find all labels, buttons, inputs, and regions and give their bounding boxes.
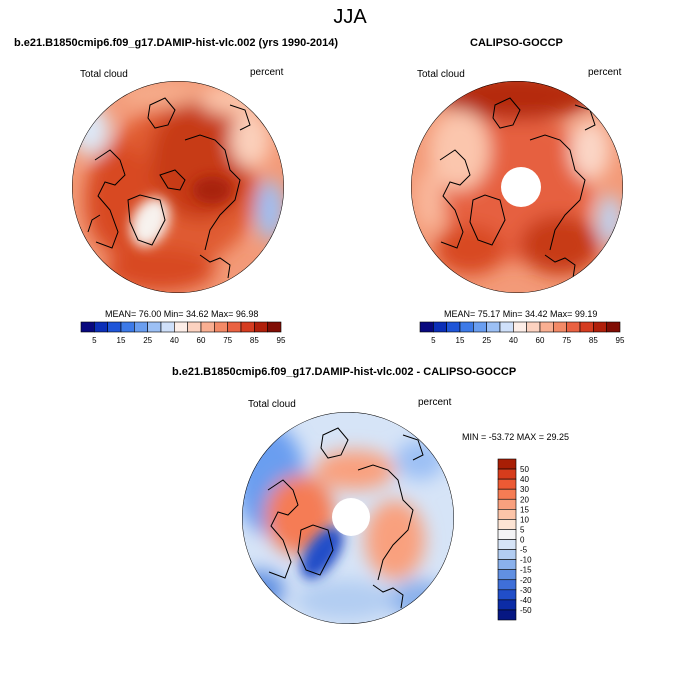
panel3-title: b.e21.B1850cmip6.f09_g17.DAMIP-hist-vlc.… [172, 366, 517, 378]
panel3-colorbar-tick-label: 20 [520, 495, 529, 504]
panel1-map [72, 81, 284, 293]
panel3-colorbar-tick-label: -20 [520, 576, 532, 585]
panel2-stats: MEAN= 75.17 Min= 34.42 Max= 99.19 [444, 309, 598, 319]
panel3-colorbar-swatch [497, 589, 517, 601]
panel3-colorbar-swatch [497, 579, 517, 591]
panel3-units-label: percent [418, 397, 452, 408]
panel3-colorbar-swatch [497, 468, 517, 480]
panel3-colorbar-tick-label: -10 [520, 556, 532, 565]
panel3-colorbar-swatch [497, 539, 517, 550]
panel2-colorbar-tick-label: 95 [616, 336, 625, 345]
panel1-colorbar-tick-label: 40 [170, 336, 179, 345]
panel2-colorbar-swatch [473, 321, 487, 333]
panel1-colorbar-swatch [174, 321, 188, 333]
panel2-colorbar-swatch [446, 321, 461, 333]
panel2-colorbar-tick-label: 60 [536, 336, 545, 345]
panel1-colorbar-tick-label: 60 [197, 336, 206, 345]
panel2-colorbar-tick-label: 85 [589, 336, 598, 345]
panel2-colorbar-swatch [433, 321, 447, 333]
panel1-title: b.e21.B1850cmip6.f09_g17.DAMIP-hist-vlc.… [14, 37, 339, 49]
panel3-stats: MIN = -53.72 MAX = 29.25 [462, 432, 570, 442]
panel2-colorbar-swatch [579, 321, 594, 333]
panel3-colorbar-tick-label: -5 [520, 546, 528, 555]
panel3-colorbar-tick-label: -30 [520, 586, 532, 595]
panel1-colorbar-swatch [134, 321, 148, 333]
panel3-map [242, 412, 454, 624]
panel2-colorbar-tick-label: 15 [456, 336, 465, 345]
panel3-colorbar-tick-label: 30 [520, 485, 529, 494]
panel3-variable-label: Total cloud [248, 399, 296, 410]
panel2-colorbar-tick-label: 5 [431, 336, 436, 345]
panel1-colorbar-swatch [94, 321, 108, 333]
panel1-colorbar-tick-label: 95 [277, 336, 286, 345]
panel1-colorbar-tick-label: 85 [250, 336, 259, 345]
panel2-colorbar-swatch [539, 321, 554, 333]
panel3-colorbar-swatch [497, 488, 517, 500]
panel3-colorbar-tick-label: -40 [520, 596, 532, 605]
panel1-colorbar-swatch [254, 321, 268, 333]
panel2-colorbar-swatch [526, 321, 541, 333]
panel3-colorbar-swatch [497, 509, 517, 520]
panel2-colorbar-swatch [499, 321, 514, 333]
panel3-colorbar-swatch [497, 569, 517, 581]
panel3-colorbar-swatch [497, 609, 517, 621]
panel1-colorbar-swatch [147, 321, 162, 333]
panel2-colorbar-tick-label: 75 [562, 336, 571, 345]
panel3-colorbar-tick-label: 10 [520, 515, 529, 524]
panel1-colorbar-tick-label: 15 [117, 336, 126, 345]
panel1-colorbar-swatch [214, 321, 228, 333]
panel2-colorbar-tick-label: 40 [509, 336, 518, 345]
panel3-colorbar-swatch [497, 478, 517, 490]
panel1-colorbar-swatch [200, 321, 215, 333]
panel1-stats: MEAN= 76.00 Min= 34.62 Max= 96.98 [105, 309, 259, 319]
panel2-title: CALIPSO-GOCCP [470, 37, 563, 49]
panel3-colorbar-tick-label: 15 [520, 505, 529, 514]
figure-title: JJA [333, 6, 367, 28]
panel2-colorbar-swatch [486, 321, 501, 333]
panel1-colorbar-tick-label: 25 [143, 336, 152, 345]
panel3-colorbar-swatch [497, 549, 517, 560]
panel3-colorbar-tick-label: -50 [520, 606, 532, 615]
panel2-colorbar-swatch [513, 321, 527, 333]
panel1-colorbar-swatch [267, 321, 282, 333]
panel3-colorbar-swatch [497, 498, 517, 510]
panel3-colorbar-tick-label: -15 [520, 566, 532, 575]
panel1-units-label: percent [250, 67, 284, 78]
panel1-colorbar-swatch [120, 321, 135, 333]
panel1-colorbar-tick-label: 75 [223, 336, 232, 345]
panel3-colorbar-swatch [497, 458, 517, 470]
panel3-colorbar-swatch [497, 559, 517, 570]
panel1-colorbar-swatch [160, 321, 175, 333]
panel2-colorbar-swatch [553, 321, 567, 333]
panel3-colorbar-swatch [497, 529, 517, 540]
panel2-colorbar-tick-label: 25 [482, 336, 491, 345]
panel1-colorbar-tick-label: 5 [92, 336, 97, 345]
panel1-colorbar-swatch [80, 321, 95, 333]
panel3-colorbar-tick-label: 5 [520, 525, 525, 534]
panel3-colorbar-tick-label: 50 [520, 465, 529, 474]
panel2-colorbar: 5 15 25 40 60 75 85 95 [419, 321, 625, 345]
panel1-variable-label: Total cloud [80, 69, 128, 80]
panel1-colorbar-swatch [240, 321, 255, 333]
panel1-colorbar: 5 15 25 40 60 75 85 95 [80, 321, 286, 345]
panel1-colorbar-swatch [227, 321, 242, 333]
panel2-colorbar-swatch [566, 321, 581, 333]
panel2-units-label: percent [588, 67, 622, 78]
panel2-map [411, 81, 623, 293]
panel2-colorbar-swatch [593, 321, 607, 333]
panel3-colorbar-swatch [497, 599, 517, 611]
panel3-colorbar-tick-label: 0 [520, 536, 525, 545]
panel3-colorbar-swatch [497, 519, 517, 530]
panel3-colorbar-tick-label: 40 [520, 475, 529, 484]
panel1-colorbar-swatch [107, 321, 122, 333]
panel2-colorbar-swatch [419, 321, 434, 333]
panel2-variable-label: Total cloud [417, 69, 465, 80]
panel1-colorbar-swatch [187, 321, 202, 333]
panel2-colorbar-swatch [606, 321, 621, 333]
panel2-colorbar-swatch [459, 321, 474, 333]
